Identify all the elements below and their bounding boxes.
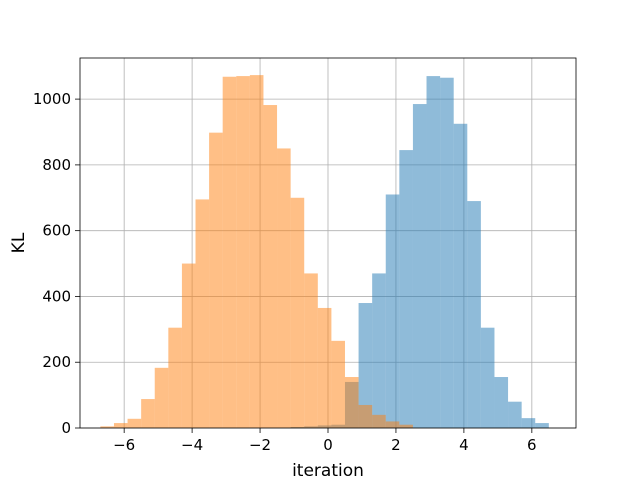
x-tick-label: 0 — [323, 436, 333, 454]
histogram-bar — [453, 123, 468, 429]
histogram-bar — [154, 367, 169, 428]
histogram-bar — [141, 399, 155, 428]
series-2-group — [100, 75, 413, 428]
histogram-bar — [290, 197, 305, 428]
x-tick-label: 4 — [459, 436, 469, 454]
histogram-bar — [521, 418, 536, 428]
y-tick-label: 1000 — [33, 90, 71, 108]
histogram-bar — [331, 340, 345, 428]
histogram-bar — [113, 423, 128, 428]
y-tick-label: 200 — [42, 353, 71, 371]
x-tick-label: 6 — [527, 436, 537, 454]
histogram-bar — [467, 201, 481, 428]
histogram-bar — [385, 421, 400, 428]
histogram-bar — [209, 132, 223, 428]
y-tick-label: 800 — [42, 156, 71, 174]
ticks-layer: −6 −4 −2 0 2 4 6 0 200 400 600 800 1000 — [33, 90, 537, 454]
histogram-bar — [372, 414, 386, 428]
histogram-bar — [195, 199, 210, 428]
x-tick-label: −2 — [249, 436, 271, 454]
histogram-bar — [358, 404, 373, 428]
histogram-bar — [344, 377, 359, 428]
y-tick-label: 400 — [42, 287, 71, 305]
histogram-bar — [127, 418, 142, 428]
y-axis-label: KL — [9, 232, 29, 253]
x-tick-label: −6 — [113, 436, 135, 454]
y-tick-label: 600 — [42, 222, 71, 240]
histogram-bar — [535, 423, 549, 428]
histogram-bar — [412, 104, 427, 429]
histogram-bar — [304, 273, 318, 428]
histogram-bar — [222, 76, 237, 428]
y-tick-label: 0 — [61, 419, 71, 437]
histogram-bar — [494, 377, 509, 428]
histogram-bar — [399, 150, 413, 429]
x-axis-label: iteration — [292, 461, 364, 480]
histogram-bar — [399, 424, 413, 428]
x-tick-label: −4 — [181, 436, 203, 454]
histogram-bar — [358, 303, 373, 428]
histogram-bar — [480, 327, 495, 428]
histogram-bar — [236, 76, 250, 428]
histogram-bar — [372, 273, 386, 428]
series-1-group — [290, 76, 549, 429]
histogram-bar — [426, 76, 441, 428]
histogram-bar — [385, 194, 400, 428]
histogram-bar — [263, 105, 278, 428]
histogram-bar — [181, 263, 196, 428]
histogram-bar — [168, 327, 182, 428]
histogram-bar — [249, 75, 264, 428]
histogram-bar — [100, 426, 114, 428]
histogram-bar — [317, 307, 332, 428]
histogram-bar — [508, 401, 522, 428]
bars-layer — [100, 75, 549, 429]
x-tick-label: 2 — [391, 436, 401, 454]
histogram-bar — [277, 148, 291, 428]
histogram-bar — [440, 77, 454, 428]
